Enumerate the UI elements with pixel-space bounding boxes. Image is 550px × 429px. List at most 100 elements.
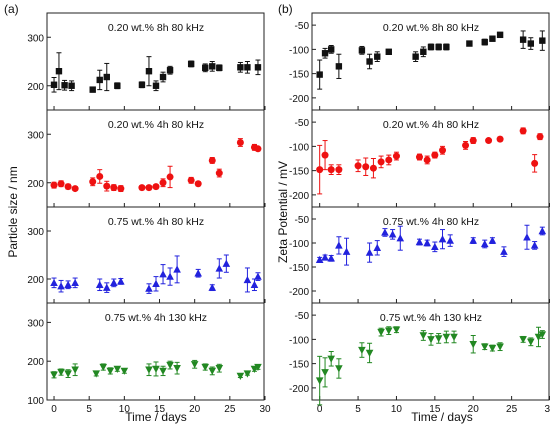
- y-tick-label: -100: [289, 239, 309, 250]
- subplot-annotation: 0.75 wt.% 4h 130 kHz: [380, 312, 482, 324]
- data-point: [384, 327, 393, 335]
- x-tick-label: 5: [86, 404, 92, 415]
- data-point: [55, 68, 63, 75]
- y-tick-label: -200: [289, 287, 309, 298]
- data-point: [243, 275, 252, 284]
- data-point: [145, 366, 153, 374]
- data-point: [215, 169, 223, 177]
- data-point: [442, 333, 451, 341]
- data-point: [419, 332, 428, 340]
- data-point: [117, 185, 125, 193]
- data-point: [138, 81, 146, 88]
- data-point: [485, 137, 493, 145]
- x-tick-label: 30: [544, 404, 550, 415]
- data-point: [335, 63, 343, 70]
- data-point: [103, 73, 110, 81]
- data-point: [254, 145, 262, 153]
- data-point: [64, 280, 72, 288]
- data-point: [434, 335, 443, 343]
- left-y-axis-label: Particle size / nm: [6, 166, 20, 257]
- data-point: [194, 269, 202, 277]
- data-point: [538, 331, 547, 339]
- data-point: [488, 236, 497, 244]
- data-point: [530, 241, 539, 249]
- data-point: [362, 163, 370, 171]
- data-point: [519, 36, 527, 43]
- y-tick-label: -100: [289, 45, 309, 56]
- data-point: [50, 81, 58, 88]
- data-point: [327, 46, 335, 53]
- subplot-frame: [46, 302, 265, 401]
- data-point: [480, 343, 489, 351]
- data-point: [50, 371, 58, 379]
- subplot-a-2: 200 300 0.20 wt.% 4h 80 kHz: [27, 109, 266, 208]
- data-point: [173, 364, 181, 373]
- data-point: [469, 137, 477, 145]
- y-tick-label: -50: [295, 215, 310, 226]
- x-tick-label: 20: [189, 404, 201, 415]
- data-point: [415, 153, 423, 161]
- data-point: [496, 31, 504, 39]
- data-point: [138, 184, 146, 192]
- data-point: [358, 346, 366, 355]
- y-tick-label: 300: [27, 318, 44, 329]
- x-tick-label: 10: [119, 404, 131, 415]
- data-point: [523, 233, 531, 241]
- data-point: [373, 243, 382, 251]
- data-point: [152, 365, 160, 373]
- data-point: [431, 151, 439, 159]
- data-point: [166, 67, 174, 74]
- data-point: [381, 228, 389, 236]
- data-point: [443, 43, 450, 51]
- data-point: [89, 178, 97, 186]
- y-tick-label: -100: [289, 335, 309, 346]
- data-point: [57, 282, 65, 290]
- data-point: [469, 236, 478, 244]
- data-point: [327, 355, 335, 363]
- data-point: [374, 53, 381, 60]
- data-point: [427, 336, 435, 344]
- data-point: [187, 60, 195, 68]
- data-point: [57, 180, 65, 188]
- data-point: [61, 82, 68, 89]
- data-point: [377, 328, 385, 337]
- data-point: [254, 64, 262, 71]
- subplot-annotation: 0.20 wt.% 8h 80 kHz: [108, 22, 204, 34]
- data-point: [159, 367, 167, 375]
- data-point: [315, 377, 324, 385]
- data-point: [450, 333, 458, 341]
- data-point: [222, 259, 231, 267]
- data-point: [114, 82, 121, 89]
- y-tick-label: -150: [289, 360, 309, 371]
- data-point: [166, 173, 174, 181]
- y-tick-label: 200: [27, 275, 44, 286]
- subplot-annotation: 0.75 wt.% 4h 80 kHz: [383, 216, 479, 228]
- data-point: [531, 159, 539, 167]
- data-point: [187, 176, 195, 184]
- data-point: [488, 344, 497, 353]
- y-tick-label: -50: [295, 21, 310, 32]
- y-tick-label: 100: [27, 396, 44, 407]
- data-point: [327, 254, 335, 262]
- data-point: [96, 76, 103, 84]
- data-point: [64, 370, 72, 378]
- data-point: [113, 365, 122, 373]
- data-point: [423, 156, 431, 164]
- data-point: [159, 270, 167, 278]
- data-point: [396, 234, 405, 242]
- data-point: [190, 361, 199, 369]
- data-point: [103, 182, 111, 190]
- data-point: [95, 280, 104, 288]
- data-point: [415, 238, 424, 246]
- right-y-axis-label: Zeta Potential / mV: [276, 161, 290, 263]
- x-tick-label: 10: [391, 404, 403, 415]
- data-point: [469, 341, 478, 349]
- data-point: [435, 43, 442, 51]
- data-point: [481, 38, 488, 46]
- data-point: [152, 183, 160, 191]
- y-tick-label: -200: [289, 94, 309, 105]
- data-point: [215, 364, 224, 373]
- data-point: [316, 71, 323, 78]
